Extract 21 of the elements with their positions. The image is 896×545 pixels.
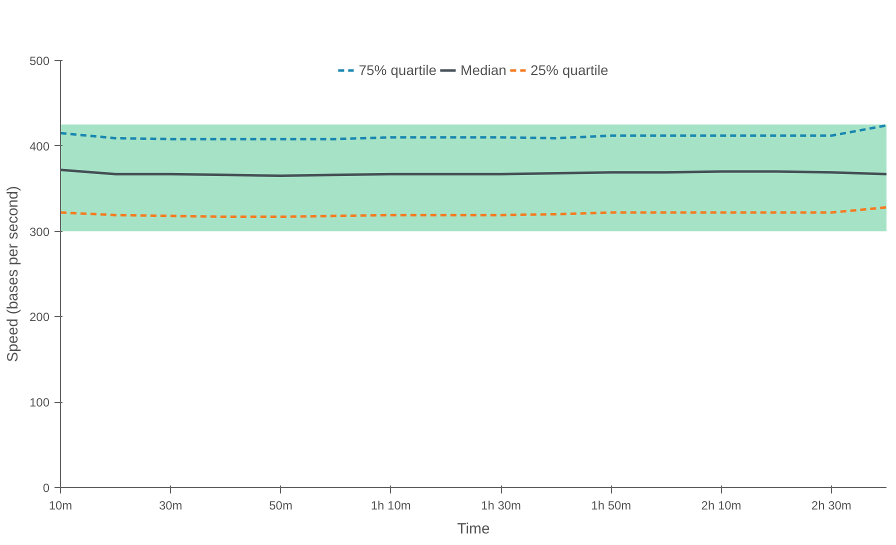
y-tick-label: 0 — [42, 481, 50, 495]
legend-label: Median — [460, 62, 506, 78]
x-tick-label: 30m — [158, 498, 182, 512]
y-tick-label: 300 — [29, 224, 50, 239]
x-tick-label: 1h 30m — [481, 498, 522, 512]
x-tick-label: 50m — [269, 498, 292, 512]
x-axis-title: Time — [457, 520, 490, 538]
legend-label: 75% quartile — [358, 62, 437, 78]
y-axis-title: Speed (bases per second) — [4, 186, 22, 362]
line-series — [60, 124, 886, 140]
y-tick-label: 100 — [29, 396, 50, 410]
x-tick-label: 1h 50m — [591, 498, 632, 512]
y-tick-label: 200 — [29, 310, 50, 324]
y-tick-label: 500 — [29, 54, 50, 68]
x-tick-label: 2h 10m — [701, 498, 742, 512]
legend-label: 25% quartile — [530, 62, 608, 78]
line-series — [60, 206, 886, 218]
x-tick-label: 2h 30m — [811, 498, 852, 512]
x-tick-label: 1h 10m — [370, 498, 411, 512]
x-tick-label: 10m — [48, 498, 72, 512]
y-tick-label: 400 — [29, 139, 50, 154]
